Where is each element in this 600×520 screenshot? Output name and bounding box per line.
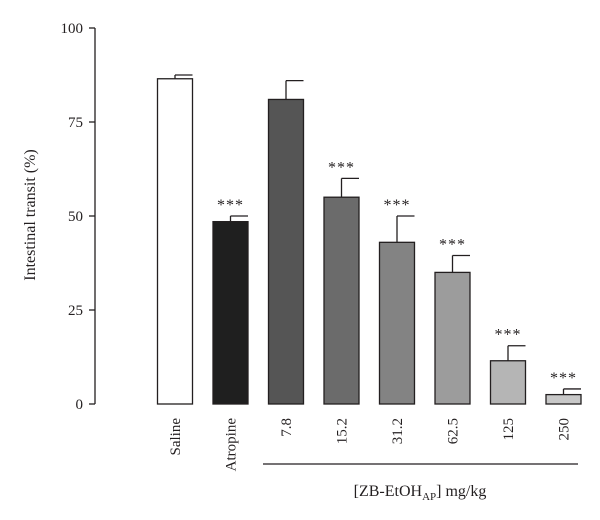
bar: [489, 360, 527, 405]
x-tick-label: 250: [557, 418, 573, 441]
bar-group: ***: [323, 159, 360, 405]
y-axis-title: Intestinal transit (%): [22, 149, 39, 281]
significance-marker: ***: [550, 370, 577, 387]
y-tick-label: 0: [76, 397, 84, 413]
x-tick-label: 7.8: [279, 418, 295, 437]
y-tick-label: 25: [68, 303, 83, 319]
bar-group: [267, 79, 305, 405]
group-label: [ZB-EtOHAP] mg/kg: [354, 483, 487, 503]
x-tick-label: 125: [501, 418, 517, 441]
bar-group: ***: [434, 236, 471, 405]
bar: [323, 196, 360, 405]
significance-marker: ***: [439, 236, 466, 253]
x-tick-label: 15.2: [335, 418, 351, 444]
x-tick-label: Saline: [168, 418, 184, 456]
bar: [267, 98, 305, 405]
bar: [212, 220, 249, 405]
group-label-subscript: AP: [422, 491, 436, 503]
bar: [434, 271, 471, 405]
significance-marker: ***: [328, 159, 355, 176]
bar: [156, 78, 194, 405]
bar-group: ***: [489, 327, 527, 405]
bar-group: ***: [212, 197, 249, 405]
significance-marker: ***: [217, 197, 244, 214]
bar-group: [156, 74, 194, 405]
x-tick-label: Atropine: [224, 418, 240, 472]
y-tick-label: 100: [61, 21, 84, 37]
group-label-prefix: [ZB-EtOH: [354, 483, 423, 500]
y-tick-label: 75: [68, 115, 83, 131]
bar-group: ***: [378, 197, 416, 405]
y-tick-label: 50: [68, 209, 83, 225]
bars: *** *** *** *** *** ***: [156, 74, 582, 405]
x-axis-labels: Saline Atropine 7.8 15.2 31.2 62.5 125 250: [168, 418, 573, 472]
significance-marker: ***: [384, 197, 411, 214]
significance-marker: ***: [495, 327, 522, 344]
x-tick-label: 62.5: [446, 418, 462, 444]
bar: [378, 241, 416, 405]
y-axis: 0 25 50 75 100: [61, 21, 96, 413]
group-label-suffix: ] mg/kg: [436, 483, 486, 500]
bar-group: ***: [545, 370, 582, 405]
bar: [545, 393, 582, 405]
x-tick-label: 31.2: [390, 418, 406, 444]
